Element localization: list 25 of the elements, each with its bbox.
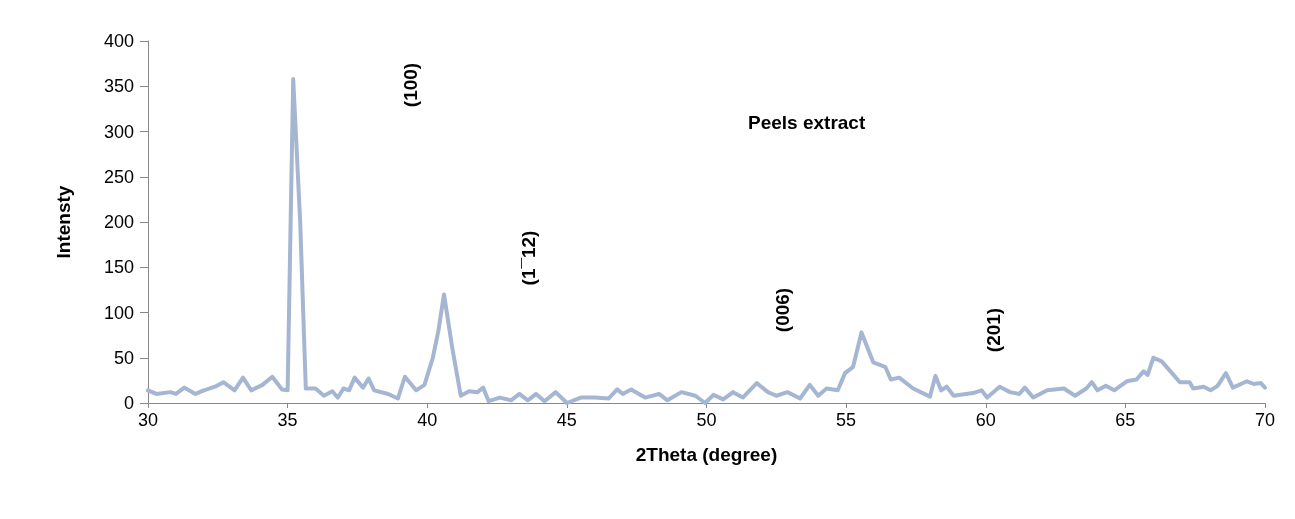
y-tick-label: 100	[103, 302, 134, 323]
x-tick-label: 30	[137, 410, 159, 430]
x-tick-label: 60	[975, 410, 996, 430]
x-tick-label: 40	[417, 410, 438, 430]
x-tick-label: 70	[1254, 410, 1276, 430]
y-tick-label: 200	[103, 212, 134, 232]
x-tick-label: 45	[556, 410, 577, 430]
annotation: (201)	[982, 307, 1004, 353]
annotation: (100)	[399, 62, 421, 108]
y-tick-label: 250	[103, 166, 134, 187]
annotation: (1¯12)	[517, 230, 539, 286]
y-tick-label: 400	[103, 31, 134, 51]
y-tick-label: 350	[103, 76, 134, 97]
x-tick-label: 55	[836, 410, 857, 430]
x-tick-label: 65	[1115, 410, 1136, 430]
y-tick-label: 300	[103, 121, 134, 142]
y-tick-label: 50	[113, 347, 134, 368]
x-tick-label: 35	[277, 410, 298, 430]
y-tick-label: 150	[103, 257, 134, 278]
x-axis-title: 2Theta (degree)	[635, 444, 778, 465]
annotation: (006)	[771, 287, 793, 333]
text: Peels extract	[748, 112, 866, 133]
y-tick-label: 0	[123, 393, 134, 413]
x-tick-label: 50	[696, 410, 717, 430]
y-axis-title: Intensty	[53, 185, 74, 259]
